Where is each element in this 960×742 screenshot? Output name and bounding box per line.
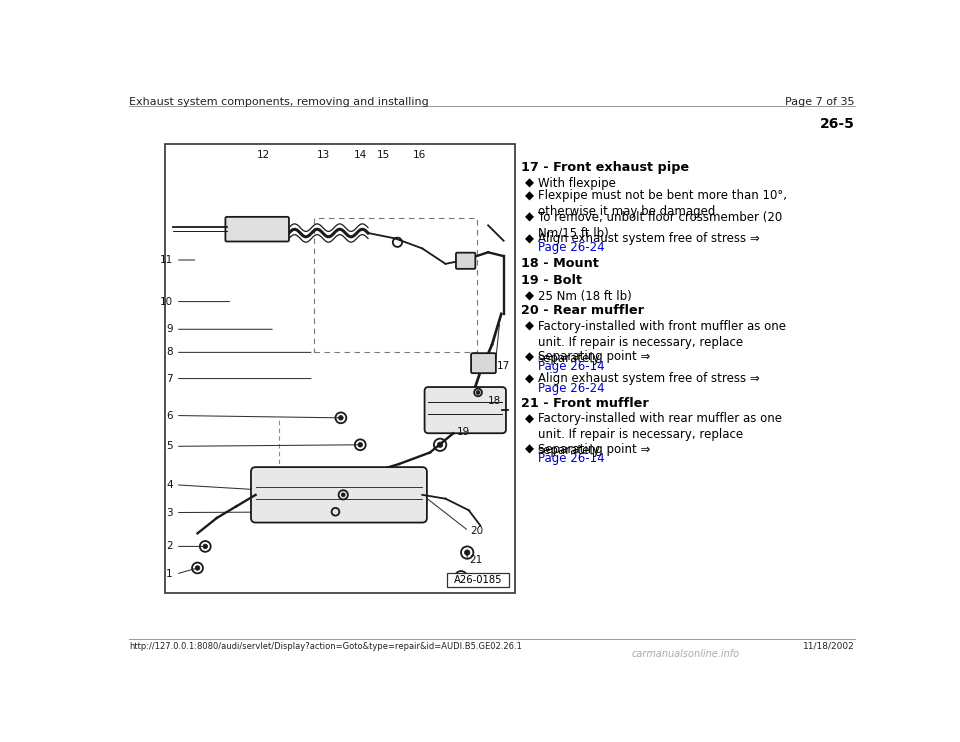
Text: 7: 7 [166, 373, 173, 384]
Text: Factory-installed with front muffler as one
unit. If repair is necessary, replac: Factory-installed with front muffler as … [538, 320, 785, 364]
Text: 21 - Front muffler: 21 - Front muffler [520, 397, 648, 410]
Circle shape [358, 442, 363, 447]
Text: 2: 2 [166, 542, 173, 551]
Text: 16: 16 [413, 150, 426, 160]
Bar [165, 145, 516, 593]
Text: 17 - Front exhaust pipe: 17 - Front exhaust pipe [520, 162, 688, 174]
Circle shape [203, 544, 207, 549]
Text: Exhaust system components, removing and installing: Exhaust system components, removing and … [130, 96, 429, 107]
Text: 19 - Bolt: 19 - Bolt [520, 275, 582, 287]
Text: 20: 20 [470, 526, 484, 536]
FancyBboxPatch shape [251, 467, 427, 522]
Text: 18 - Mount: 18 - Mount [520, 257, 598, 269]
Text: 17: 17 [496, 361, 510, 371]
Bar [447, 574, 509, 587]
FancyBboxPatch shape [471, 353, 496, 373]
Text: 25 Nm (18 ft lb): 25 Nm (18 ft lb) [538, 289, 632, 303]
Text: Page 26-14: Page 26-14 [538, 360, 605, 372]
Text: carmanualsonline.info: carmanualsonline.info [632, 649, 739, 659]
Text: 5: 5 [166, 441, 173, 451]
Text: ◆: ◆ [525, 289, 535, 303]
Text: 8: 8 [166, 347, 173, 358]
Text: 13: 13 [317, 150, 330, 160]
Text: Flexpipe must not be bent more than 10°,
otherwise it may be damaged: Flexpipe must not be bent more than 10°,… [538, 189, 787, 218]
Text: 14: 14 [353, 150, 367, 160]
Text: http://127.0.0.1:8080/audi/servlet/Display?action=Goto&type=repair&id=AUDI.B5.GE: http://127.0.0.1:8080/audi/servlet/Displ… [130, 642, 522, 651]
Text: Page 26-24: Page 26-24 [538, 381, 605, 395]
Text: 15: 15 [377, 150, 390, 160]
Text: ◆: ◆ [525, 320, 535, 332]
Text: 3: 3 [166, 508, 173, 517]
FancyBboxPatch shape [456, 253, 475, 269]
Circle shape [458, 574, 464, 580]
Text: ◆: ◆ [525, 412, 535, 425]
Text: With flexpipe: With flexpipe [538, 177, 615, 190]
Text: ◆: ◆ [525, 211, 535, 223]
Text: A26-0185: A26-0185 [454, 575, 502, 585]
Circle shape [339, 416, 344, 420]
Text: To remove, unbolt floor crossmember (20
Nm/15 ft lb): To remove, unbolt floor crossmember (20 … [538, 211, 782, 240]
Text: Align exhaust system free of stress ⇒: Align exhaust system free of stress ⇒ [538, 372, 759, 385]
Text: 10: 10 [159, 297, 173, 306]
Text: 19: 19 [456, 427, 469, 438]
Circle shape [476, 390, 480, 394]
Text: ◆: ◆ [525, 232, 535, 246]
Text: ◆: ◆ [525, 443, 535, 456]
Circle shape [465, 550, 469, 555]
Text: Page 26-14: Page 26-14 [538, 452, 605, 465]
Text: ◆: ◆ [525, 177, 535, 190]
Text: ◆: ◆ [525, 350, 535, 364]
FancyBboxPatch shape [226, 217, 289, 241]
Text: 26-5: 26-5 [820, 116, 854, 131]
Text: Separating point ⇒: Separating point ⇒ [538, 443, 650, 456]
FancyBboxPatch shape [424, 387, 506, 433]
Text: 6: 6 [166, 410, 173, 421]
Circle shape [438, 442, 443, 447]
Text: 11/18/2002: 11/18/2002 [803, 642, 854, 651]
Text: Factory-installed with rear muffler as one
unit. If repair is necessary, replace: Factory-installed with rear muffler as o… [538, 412, 781, 457]
Text: 22: 22 [453, 577, 467, 588]
Text: 9: 9 [166, 324, 173, 335]
Text: Page 7 of 35: Page 7 of 35 [785, 96, 854, 107]
Text: ◆: ◆ [525, 372, 535, 385]
Text: 12: 12 [256, 150, 270, 160]
Text: 18: 18 [488, 396, 500, 406]
Text: Separating point ⇒: Separating point ⇒ [538, 350, 650, 364]
Text: Align exhaust system free of stress ⇒: Align exhaust system free of stress ⇒ [538, 232, 759, 246]
Circle shape [195, 565, 200, 571]
Text: 1: 1 [166, 569, 173, 580]
Text: 20 - Rear muffler: 20 - Rear muffler [520, 304, 643, 318]
Text: ◆: ◆ [525, 189, 535, 202]
Bar [314, 217, 476, 352]
Text: 11: 11 [159, 255, 173, 265]
Circle shape [341, 493, 346, 496]
Text: 21: 21 [468, 555, 482, 565]
Text: Page 26-24: Page 26-24 [538, 241, 605, 255]
Text: 4: 4 [166, 480, 173, 490]
